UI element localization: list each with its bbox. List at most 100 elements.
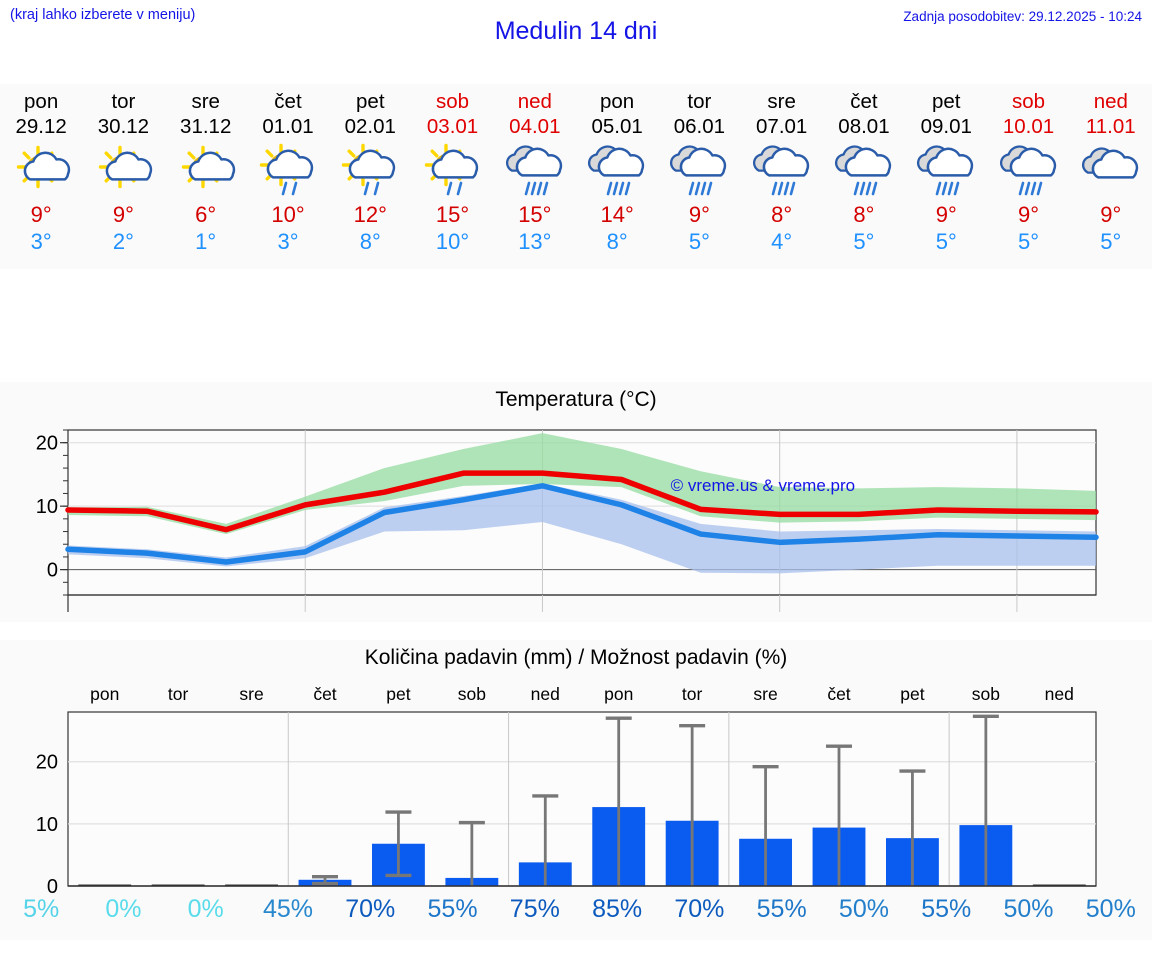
page-header: (kraj lahko izberete v meniju) Medulin 1… (0, 0, 1152, 62)
day-column[interactable]: pon 05.01 14° 8° (576, 84, 658, 269)
day-temp-max: 9° (935, 202, 957, 227)
day-temp-max: 9° (1017, 202, 1040, 227)
svg-text:tor: tor (682, 684, 703, 704)
cloud-rain-icon (909, 141, 983, 199)
day-temp-min: 13° (518, 229, 552, 254)
day-column[interactable]: čet 01.01 10° 3° (247, 84, 329, 269)
sun-cloud-rain-icon (416, 141, 490, 199)
day-temp-min: 4° (771, 229, 793, 254)
day-column[interactable]: ned 11.01 9° 5° (1070, 84, 1152, 269)
precipitation-probability: 45% (262, 895, 313, 923)
precipitation-probability-row: 5% 0% 0% 45% 70% 55% 75% 85% 70% 55% 50% 55% 50% 50% (0, 895, 1152, 924)
svg-text:0: 0 (47, 560, 58, 582)
day-of-week: tor (111, 90, 136, 113)
day-column[interactable]: tor 06.01 9° 5° (658, 84, 740, 269)
precipitation-chart: pon tor sre čet pet sob ned pon tor sre čet pet sob n… (0, 670, 1152, 900)
temperature-chart: 0 10 20 © vreme.us & vreme.pro (0, 412, 1152, 612)
svg-text:20: 20 (36, 433, 58, 455)
precipitation-probability: 50% (1085, 895, 1136, 923)
svg-text:čet: čet (313, 684, 336, 704)
day-date: 03.01 (426, 115, 479, 138)
day-temp-max: 10° (271, 202, 305, 227)
precipitation-probability: 55% (427, 895, 478, 923)
svg-text:pon: pon (604, 684, 633, 704)
day-of-week: sob (436, 90, 470, 113)
day-column[interactable]: tor 30.12 9° 2° (82, 84, 164, 269)
sun-cloud-icon (169, 141, 243, 199)
day-temp-max: 9° (30, 202, 52, 227)
day-temp-min: 5° (688, 229, 710, 254)
day-temp-max: 9° (112, 202, 134, 227)
day-of-week: ned (517, 90, 552, 113)
precipitation-probability: 50% (838, 895, 889, 923)
day-temp-max: 12° (353, 202, 387, 227)
last-update-text: Zadnja posodobitev: 29.12.2025 - 10:24 (903, 9, 1142, 24)
precipitation-probability: 55% (921, 895, 972, 923)
sun-cloud-rain-icon (251, 141, 325, 199)
day-temp-min: 10° (435, 229, 470, 254)
cloud-icon (1074, 141, 1148, 199)
sun-cloud-icon (4, 141, 78, 199)
svg-text:ned: ned (531, 684, 560, 704)
page-title: Medulin 14 dni (494, 17, 658, 45)
day-date: 30.12 (97, 115, 150, 138)
precipitation-probability: 55% (756, 895, 807, 923)
svg-text:sre: sre (753, 684, 777, 704)
day-date: 10.01 (1002, 115, 1055, 138)
precipitation-plot: pon tor sre čet pet sob ned pon tor sre čet pet sob n… (36, 684, 1097, 898)
day-column[interactable]: sob 10.01 9° 5° (987, 84, 1069, 269)
day-of-week: pet (356, 90, 385, 113)
day-temp-max: 14° (600, 202, 634, 227)
day-date: 05.01 (591, 115, 643, 138)
svg-text:pet: pet (386, 684, 410, 704)
svg-text:pet: pet (900, 684, 924, 704)
precipitation-probability: 0% (105, 895, 142, 923)
day-date: 02.01 (344, 115, 396, 138)
cloud-rain-icon (662, 141, 736, 199)
location-menu-note[interactable]: (kraj lahko izberete v meniju) (10, 7, 196, 23)
svg-text:sob: sob (458, 684, 486, 704)
day-temp-min: 3° (277, 229, 299, 254)
svg-text:tor: tor (168, 684, 189, 704)
day-column[interactable]: pon 29.12 9° 3° (0, 84, 82, 269)
day-column[interactable]: sob 03.01 15° 10° (411, 84, 493, 269)
svg-text:20: 20 (36, 752, 58, 774)
day-of-week: sre (191, 90, 220, 113)
day-temp-min: 5° (1100, 229, 1122, 254)
day-column[interactable]: sre 31.12 6° 1° (165, 84, 247, 269)
day-temp-max: 8° (853, 202, 875, 227)
precipitation-probability: 70% (345, 895, 396, 923)
cloud-rain-icon (745, 141, 819, 199)
svg-text:pon: pon (90, 684, 119, 704)
day-of-week: čet (274, 90, 302, 113)
cloud-rain-icon (992, 141, 1066, 199)
precipitation-chart-title: Količina padavin (mm) / Možnost padavin … (364, 646, 788, 669)
precipitation-probability: 85% (592, 895, 643, 923)
day-temp-max: 9° (1100, 202, 1122, 227)
precipitation-probability: 5% (23, 895, 60, 923)
day-temp-max: 9° (688, 202, 710, 227)
day-column[interactable]: sre 07.01 8° 4° (741, 84, 823, 269)
day-column[interactable]: čet 08.01 8° 5° (823, 84, 905, 269)
daily-forecast-strip: pon 29.12 9° 3° tor 30.12 9° 2° sre 31.12 6° 1° čet 0… (0, 84, 1152, 269)
day-column[interactable]: ned 04.01 15° 13° (494, 84, 576, 269)
cloud-rain-icon (498, 141, 572, 199)
day-date: 09.01 (920, 115, 972, 138)
svg-text:ned: ned (1045, 684, 1074, 704)
svg-text:sob: sob (972, 684, 1000, 704)
day-temp-min: 3° (30, 229, 52, 254)
svg-text:sre: sre (239, 684, 263, 704)
temperature-chart-title: Temperatura (°C) (495, 388, 657, 411)
day-temp-min: 5° (935, 229, 957, 254)
precipitation-probability: 75% (509, 895, 560, 923)
cloud-rain-icon (827, 141, 901, 199)
day-column[interactable]: pet 09.01 9° 5° (905, 84, 987, 269)
temperature-chart-panel: Temperatura (°C) 0 10 20 © vreme.us & vreme… (0, 382, 1152, 622)
day-date: 29.12 (15, 115, 67, 138)
day-of-week: sre (767, 90, 796, 113)
precipitation-probability: 50% (1003, 895, 1054, 923)
day-column[interactable]: pet 02.01 12° 8° (329, 84, 411, 269)
day-of-week: čet (850, 90, 878, 113)
day-temp-max: 6° (195, 202, 217, 227)
svg-text:0: 0 (47, 876, 58, 898)
